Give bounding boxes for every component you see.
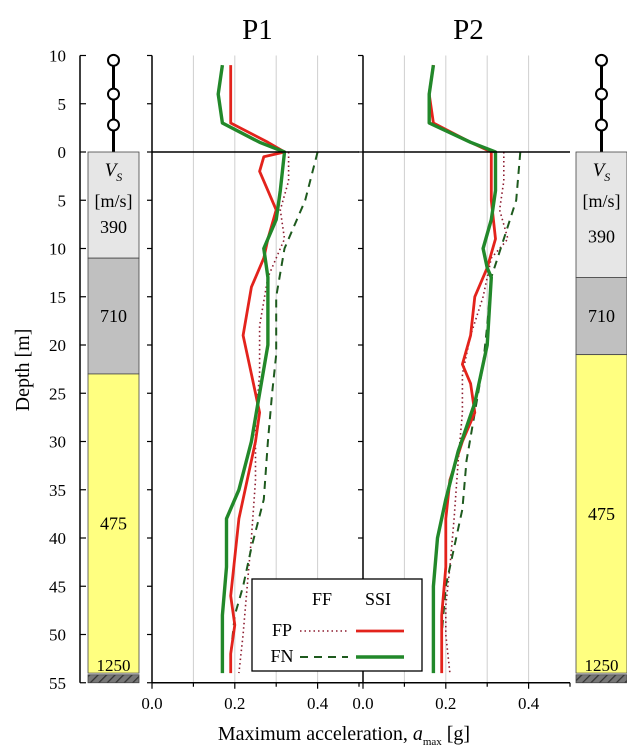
labels: 390 710 475 1250 VS [m/s] 390 710 475 1250 VS [m/s]… (12, 14, 621, 748)
series-ssi-fn (216, 64, 287, 674)
structure-floor-node (107, 118, 120, 132)
panel-title: P2 (453, 14, 484, 46)
legend: FF SSI FP FN (251, 578, 423, 672)
x-tick-label: 0.0 (352, 694, 373, 713)
soil-vs-label: 390 (100, 217, 127, 237)
structure-floor-node (595, 53, 608, 67)
structure-floor-node (595, 118, 608, 132)
axes (79, 54, 571, 689)
soil-vs-label: 390 (588, 227, 615, 247)
series-lines (216, 64, 522, 674)
y-tick-label: 45 (49, 577, 66, 596)
structure-floor-node (107, 87, 120, 101)
soil-layer (575, 151, 627, 278)
soil-vs-label: 475 (100, 514, 127, 534)
y-tick-label: 40 (49, 529, 66, 548)
x-tick-label: 0.4 (518, 694, 540, 713)
series-ff-fp (238, 152, 290, 674)
structure-floor-node (595, 87, 608, 101)
soil-vs-label: 710 (100, 306, 127, 326)
soil-vs-label: 1250 (97, 656, 131, 675)
y-tick-label: 35 (49, 481, 66, 500)
vs-symbol: VS (593, 160, 611, 184)
y-tick-label: 10 (49, 47, 66, 66)
legend-col-ff: FF (312, 589, 332, 609)
soil-layer (87, 257, 140, 375)
y-tick-label: 15 (49, 288, 66, 307)
y-tick-label: 10 (49, 240, 66, 259)
x-tick-label: 0.2 (435, 694, 456, 713)
series-ssi-fp (427, 64, 497, 674)
structure-floor-node (107, 53, 120, 67)
vs-unit: [m/s] (583, 191, 621, 211)
bedrock-hatch (87, 674, 140, 684)
soil-vs-label: 475 (588, 504, 615, 524)
y-tick-label: 20 (49, 336, 66, 355)
y-tick-label: 5 (58, 191, 67, 210)
vs-unit: [m/s] (95, 191, 133, 211)
panel-title: P1 (242, 14, 273, 46)
soil-layer (575, 277, 627, 356)
y-tick-label: 5 (58, 95, 67, 114)
series-ssi-fn (427, 64, 498, 674)
x-axis-title: Maximum acceleration, amax [g] (218, 723, 470, 748)
legend-row-fp: FP (272, 620, 292, 640)
series-ff-fn (440, 151, 522, 674)
soil-vs-label: 1250 (585, 656, 619, 675)
soil-layer (575, 354, 627, 674)
soil-layer (87, 373, 140, 674)
y-tick-label: 0 (58, 143, 67, 162)
y-tick-label: 55 (49, 674, 66, 693)
x-tick-label: 0.0 (141, 694, 162, 713)
y-axis-title: Depth [m] (12, 329, 34, 412)
bedrock-hatch (575, 674, 627, 684)
series-ff-fn (229, 151, 319, 674)
vs-symbol: VS (105, 160, 123, 184)
soil-profiles (87, 53, 627, 684)
legend-row-fn: FN (270, 646, 293, 666)
y-tick-label: 25 (49, 384, 66, 403)
x-tick-label: 0.2 (224, 694, 245, 713)
soil-layer (87, 151, 140, 259)
legend-col-ssi: SSI (365, 589, 391, 609)
soil-vs-label: 710 (588, 306, 615, 326)
y-tick-label: 50 (49, 626, 66, 645)
y-tick-label: 30 (49, 433, 66, 452)
x-tick-label: 0.4 (307, 694, 329, 713)
series-ff-fp (445, 152, 509, 674)
